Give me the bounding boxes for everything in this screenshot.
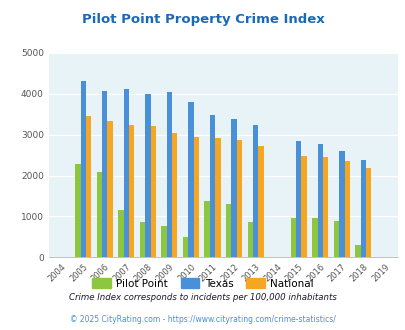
- Bar: [182, 237, 188, 257]
- Bar: [322, 157, 328, 257]
- Bar: [258, 146, 263, 257]
- Text: © 2025 CityRating.com - https://www.cityrating.com/crime-statistics/: © 2025 CityRating.com - https://www.city…: [70, 315, 335, 324]
- Bar: [145, 94, 150, 257]
- Text: Crime Index corresponds to incidents per 100,000 inhabitants: Crime Index corresponds to incidents per…: [69, 293, 336, 302]
- Bar: [139, 222, 145, 257]
- Text: Pilot Point Property Crime Index: Pilot Point Property Crime Index: [81, 13, 324, 26]
- Bar: [301, 155, 306, 257]
- Bar: [317, 144, 322, 257]
- Bar: [247, 222, 252, 257]
- Bar: [96, 172, 102, 257]
- Bar: [236, 140, 241, 257]
- Bar: [123, 89, 129, 257]
- Bar: [338, 151, 344, 257]
- Bar: [360, 160, 365, 257]
- Bar: [209, 115, 215, 257]
- Bar: [102, 91, 107, 257]
- Bar: [295, 141, 301, 257]
- Bar: [75, 164, 80, 257]
- Bar: [86, 116, 91, 257]
- Bar: [290, 218, 295, 257]
- Legend: Pilot Point, Texas, National: Pilot Point, Texas, National: [88, 274, 317, 293]
- Bar: [252, 125, 258, 257]
- Bar: [365, 168, 371, 257]
- Bar: [80, 81, 86, 257]
- Bar: [107, 121, 113, 257]
- Bar: [354, 245, 360, 257]
- Bar: [172, 133, 177, 257]
- Bar: [226, 204, 231, 257]
- Bar: [166, 92, 172, 257]
- Bar: [129, 125, 134, 257]
- Bar: [150, 126, 156, 257]
- Bar: [188, 102, 193, 257]
- Bar: [333, 220, 338, 257]
- Bar: [193, 137, 198, 257]
- Bar: [215, 138, 220, 257]
- Bar: [231, 119, 236, 257]
- Bar: [311, 218, 317, 257]
- Bar: [204, 201, 209, 257]
- Bar: [161, 226, 166, 257]
- Bar: [118, 210, 123, 257]
- Bar: [344, 161, 349, 257]
